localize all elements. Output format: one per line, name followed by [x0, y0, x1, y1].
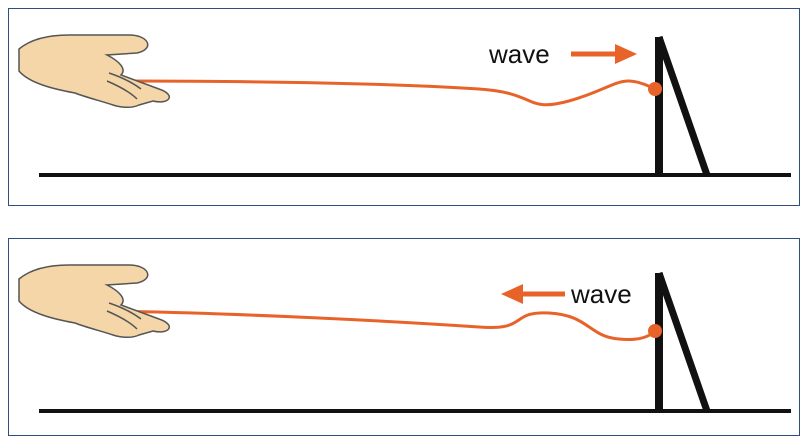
- panel-bottom-drawing: wave: [18, 264, 791, 413]
- rope: [103, 79, 656, 107]
- rope-attachment-dot: [648, 82, 662, 96]
- wave-label: wave: [570, 279, 632, 309]
- diagram-panel-bottom: wave: [8, 238, 800, 436]
- diagram-panel-top: wave: [8, 8, 800, 206]
- rope-attachment-dot: [648, 324, 662, 338]
- fixed-post: [655, 35, 711, 177]
- rope: [103, 309, 657, 341]
- fixed-post: [655, 271, 711, 413]
- panel-top-drawing: wave: [18, 34, 791, 177]
- hand-icon: [18, 34, 170, 109]
- wave-label: wave: [488, 39, 550, 69]
- arrow-left-icon: [501, 284, 565, 304]
- arrow-right-icon: [571, 44, 637, 64]
- hand-icon: [18, 264, 170, 339]
